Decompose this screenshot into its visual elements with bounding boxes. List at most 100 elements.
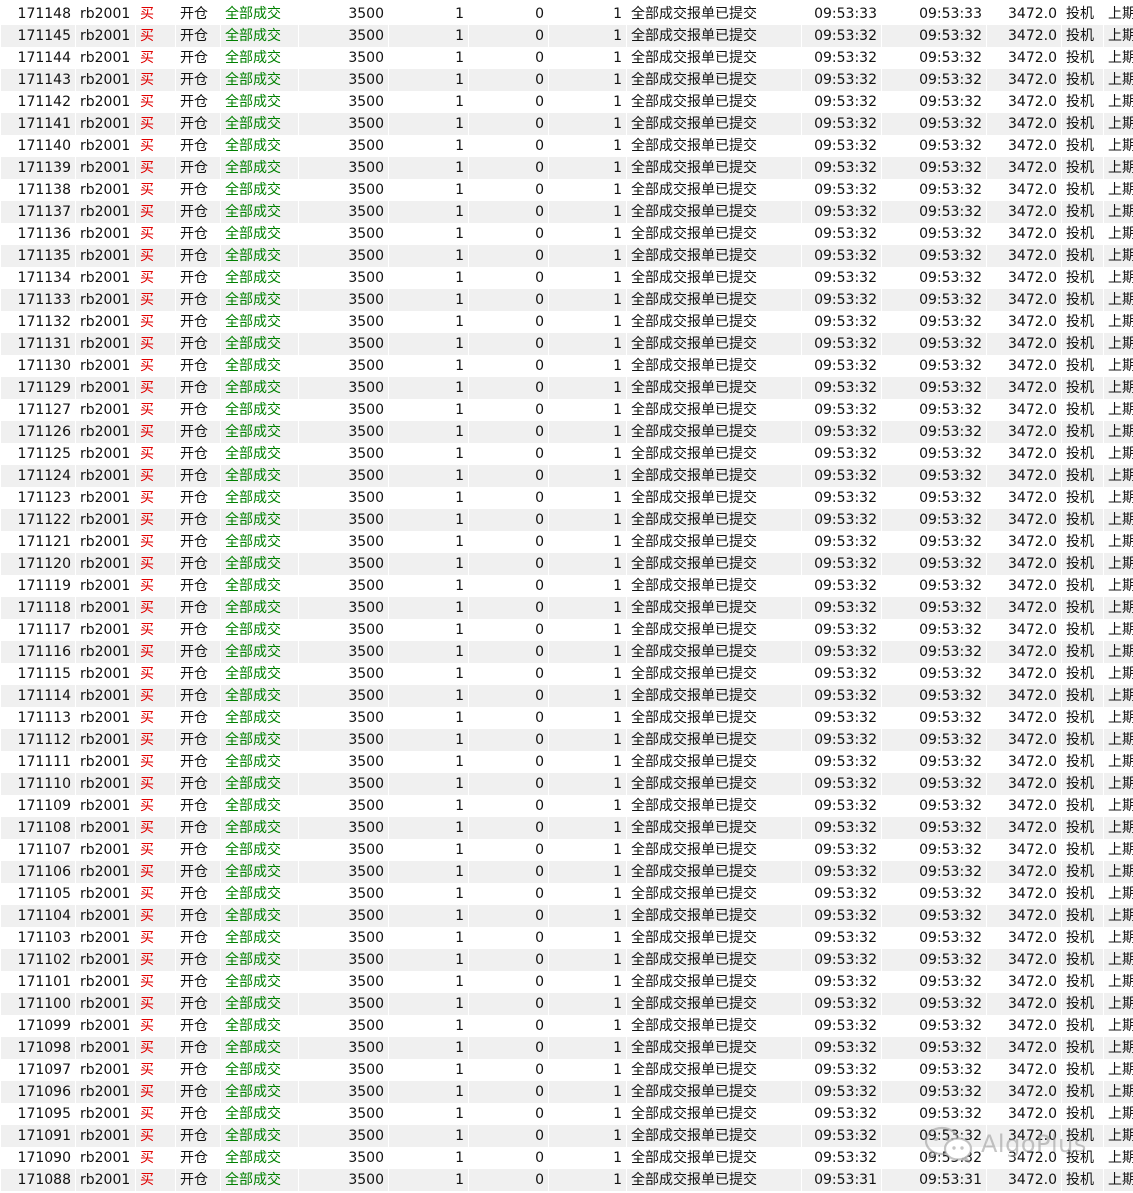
table-row[interactable]: 171104 rb2001 买开仓 全部成交 3500 1 0 1 全部成交报单已提交 09:53… xyxy=(0,905,1133,927)
table-row[interactable]: 171145 rb2001 买开仓 全部成交 3500 1 0 1 全部成交报单已提交 09:53… xyxy=(0,25,1133,47)
remaining-cell: 0 xyxy=(468,1015,549,1037)
table-row[interactable]: 171132 rb2001 买开仓 全部成交 3500 1 0 1 全部成交报单已提交 09:53… xyxy=(0,311,1133,333)
order-id-cell: 171143 xyxy=(0,69,76,91)
table-row[interactable]: 171115 rb2001 买开仓 全部成交 3500 1 0 1 全部成交报单已提交 09:53… xyxy=(0,663,1133,685)
table-row[interactable]: 171136 rb2001 买开仓 全部成交 3500 1 0 1 全部成交报单已提交 09:53… xyxy=(0,223,1133,245)
table-row[interactable]: 171108 rb2001 买开仓 全部成交 3500 1 0 1 全部成交报单已提交 09:53… xyxy=(0,817,1133,839)
table-row[interactable]: 171126 rb2001 买开仓 全部成交 3500 1 0 1 全部成交报单已提交 09:53… xyxy=(0,421,1133,443)
price-cell: 3500 xyxy=(298,553,389,575)
remaining-cell: 0 xyxy=(468,1125,549,1147)
table-row[interactable]: 171091 rb2001 买开仓 全部成交 3500 1 0 1 全部成交报单已提交 09:53… xyxy=(0,1125,1133,1147)
volume-cell: 1 xyxy=(388,619,469,641)
table-row[interactable]: 171141 rb2001 买开仓 全部成交 3500 1 0 1 全部成交报单已提交 09:53… xyxy=(0,113,1133,135)
direction-cell: 买 xyxy=(135,1037,176,1059)
table-row[interactable]: 171123 rb2001 买开仓 全部成交 3500 1 0 1 全部成交报单已提交 09:53… xyxy=(0,487,1133,509)
direction-cell: 买 xyxy=(135,157,176,179)
order-id-cell: 171118 xyxy=(0,597,76,619)
status-cell: 全部成交 xyxy=(220,817,299,839)
filled-cell: 1 xyxy=(548,289,627,311)
table-row[interactable]: 171101 rb2001 买开仓 全部成交 3500 1 0 1 全部成交报单已提交 09:53… xyxy=(0,971,1133,993)
table-row[interactable]: 171131 rb2001 买开仓 全部成交 3500 1 0 1 全部成交报单已提交 09:53… xyxy=(0,333,1133,355)
volume-cell: 1 xyxy=(388,663,469,685)
price-cell: 3500 xyxy=(298,377,389,399)
table-row[interactable]: 171129 rb2001 买开仓 全部成交 3500 1 0 1 全部成交报单已提交 09:53… xyxy=(0,377,1133,399)
table-row[interactable]: 171148 rb2001 买开仓 全部成交 3500 1 0 1 全部成交报单已提交 09:53… xyxy=(0,3,1133,25)
hedge-cell: 投机 xyxy=(1061,949,1104,971)
table-row[interactable]: 171119 rb2001 买开仓 全部成交 3500 1 0 1 全部成交报单已提交 09:53… xyxy=(0,575,1133,597)
table-row[interactable]: 171139 rb2001 买开仓 全部成交 3500 1 0 1 全部成交报单已提交 09:53… xyxy=(0,157,1133,179)
table-row[interactable]: 171117 rb2001 买开仓 全部成交 3500 1 0 1 全部成交报单已提交 09:53… xyxy=(0,619,1133,641)
message-cell: 全部成交报单已提交 xyxy=(626,927,802,949)
filled-cell: 1 xyxy=(548,223,627,245)
table-row[interactable]: 171124 rb2001 买开仓 全部成交 3500 1 0 1 全部成交报单已提交 09:53… xyxy=(0,465,1133,487)
table-row[interactable]: 171135 rb2001 买开仓 全部成交 3500 1 0 1 全部成交报单已提交 09:53… xyxy=(0,245,1133,267)
price-cell: 3500 xyxy=(298,1125,389,1147)
status-cell: 全部成交 xyxy=(220,157,299,179)
remaining-cell: 0 xyxy=(468,113,549,135)
table-row[interactable]: 171125 rb2001 买开仓 全部成交 3500 1 0 1 全部成交报单已提交 09:53… xyxy=(0,443,1133,465)
table-row[interactable]: 171137 rb2001 买开仓 全部成交 3500 1 0 1 全部成交报单已提交 09:53… xyxy=(0,201,1133,223)
table-row[interactable]: 171118 rb2001 买开仓 全部成交 3500 1 0 1 全部成交报单已提交 09:53… xyxy=(0,597,1133,619)
table-row[interactable]: 171088 rb2001 买开仓 全部成交 3500 1 0 1 全部成交报单已提交 09:53… xyxy=(0,1169,1133,1191)
table-row[interactable]: 171097 rb2001 买开仓 全部成交 3500 1 0 1 全部成交报单已提交 09:53… xyxy=(0,1059,1133,1081)
table-row[interactable]: 171140 rb2001 买开仓 全部成交 3500 1 0 1 全部成交报单已提交 09:53… xyxy=(0,135,1133,157)
exchange-cell: 上期所 xyxy=(1103,993,1133,1015)
symbol-cell: rb2001 xyxy=(75,839,136,861)
direction-cell: 买 xyxy=(135,597,176,619)
trade-time-cell: 09:53:32 xyxy=(881,751,987,773)
table-row[interactable]: 171142 rb2001 买开仓 全部成交 3500 1 0 1 全部成交报单已提交 09:53… xyxy=(0,91,1133,113)
table-row[interactable]: 171096 rb2001 买开仓 全部成交 3500 1 0 1 全部成交报单已提交 09:53… xyxy=(0,1081,1133,1103)
offset-cell: 开仓 xyxy=(175,1147,221,1169)
table-row[interactable]: 171098 rb2001 买开仓 全部成交 3500 1 0 1 全部成交报单已提交 09:53… xyxy=(0,1037,1133,1059)
filled-cell: 1 xyxy=(548,751,627,773)
offset-cell: 开仓 xyxy=(175,465,221,487)
exchange-cell: 上期所 xyxy=(1103,69,1133,91)
message-cell: 全部成交报单已提交 xyxy=(626,795,802,817)
table-row[interactable]: 171110 rb2001 买开仓 全部成交 3500 1 0 1 全部成交报单已提交 09:53… xyxy=(0,773,1133,795)
table-row[interactable]: 171109 rb2001 买开仓 全部成交 3500 1 0 1 全部成交报单已提交 09:53… xyxy=(0,795,1133,817)
table-row[interactable]: 171120 rb2001 买开仓 全部成交 3500 1 0 1 全部成交报单已提交 09:53… xyxy=(0,553,1133,575)
filled-cell: 1 xyxy=(548,575,627,597)
table-row[interactable]: 171090 rb2001 买开仓 全部成交 3500 1 0 1 全部成交报单已提交 09:53… xyxy=(0,1147,1133,1169)
exchange-cell: 上期所 xyxy=(1103,355,1133,377)
status-cell: 全部成交 xyxy=(220,47,299,69)
table-row[interactable]: 171134 rb2001 买开仓 全部成交 3500 1 0 1 全部成交报单已提交 09:53… xyxy=(0,267,1133,289)
message-cell: 全部成交报单已提交 xyxy=(626,1059,802,1081)
table-row[interactable]: 171111 rb2001 买开仓 全部成交 3500 1 0 1 全部成交报单已提交 09:53… xyxy=(0,751,1133,773)
status-cell: 全部成交 xyxy=(220,575,299,597)
order-time-cell: 09:53:32 xyxy=(801,795,882,817)
remaining-cell: 0 xyxy=(468,399,549,421)
table-row[interactable]: 171099 rb2001 买开仓 全部成交 3500 1 0 1 全部成交报单已提交 09:53… xyxy=(0,1015,1133,1037)
status-cell: 全部成交 xyxy=(220,25,299,47)
direction-cell: 买 xyxy=(135,861,176,883)
table-row[interactable]: 171103 rb2001 买开仓 全部成交 3500 1 0 1 全部成交报单已提交 09:53… xyxy=(0,927,1133,949)
table-row[interactable]: 171114 rb2001 买开仓 全部成交 3500 1 0 1 全部成交报单已提交 09:53… xyxy=(0,685,1133,707)
exchange-cell: 上期所 xyxy=(1103,597,1133,619)
table-row[interactable]: 171105 rb2001 买开仓 全部成交 3500 1 0 1 全部成交报单已提交 09:53… xyxy=(0,883,1133,905)
table-row[interactable]: 171127 rb2001 买开仓 全部成交 3500 1 0 1 全部成交报单已提交 09:53… xyxy=(0,399,1133,421)
order-time-cell: 09:53:32 xyxy=(801,1037,882,1059)
offset-cell: 开仓 xyxy=(175,91,221,113)
table-row[interactable]: 171130 rb2001 买开仓 全部成交 3500 1 0 1 全部成交报单已提交 09:53… xyxy=(0,355,1133,377)
hedge-cell: 投机 xyxy=(1061,817,1104,839)
table-row[interactable]: 171106 rb2001 买开仓 全部成交 3500 1 0 1 全部成交报单已提交 09:53… xyxy=(0,861,1133,883)
table-row[interactable]: 171133 rb2001 买开仓 全部成交 3500 1 0 1 全部成交报单已提交 09:53… xyxy=(0,289,1133,311)
table-row[interactable]: 171138 rb2001 买开仓 全部成交 3500 1 0 1 全部成交报单已提交 09:53… xyxy=(0,179,1133,201)
exchange-cell: 上期所 xyxy=(1103,377,1133,399)
table-row[interactable]: 171113 rb2001 买开仓 全部成交 3500 1 0 1 全部成交报单已提交 09:53… xyxy=(0,707,1133,729)
remaining-cell: 0 xyxy=(468,729,549,751)
table-row[interactable]: 171100 rb2001 买开仓 全部成交 3500 1 0 1 全部成交报单已提交 09:53… xyxy=(0,993,1133,1015)
table-row[interactable]: 171107 rb2001 买开仓 全部成交 3500 1 0 1 全部成交报单已提交 09:53… xyxy=(0,839,1133,861)
table-row[interactable]: 171121 rb2001 买开仓 全部成交 3500 1 0 1 全部成交报单已提交 09:53… xyxy=(0,531,1133,553)
price-cell: 3500 xyxy=(298,47,389,69)
table-row[interactable]: 171095 rb2001 买开仓 全部成交 3500 1 0 1 全部成交报单已提交 09:53… xyxy=(0,1103,1133,1125)
table-row[interactable]: 171112 rb2001 买开仓 全部成交 3500 1 0 1 全部成交报单已提交 09:53… xyxy=(0,729,1133,751)
table-row[interactable]: 171122 rb2001 买开仓 全部成交 3500 1 0 1 全部成交报单已提交 09:53… xyxy=(0,509,1133,531)
table-row[interactable]: 171102 rb2001 买开仓 全部成交 3500 1 0 1 全部成交报单已提交 09:53… xyxy=(0,949,1133,971)
order-id-cell: 171135 xyxy=(0,245,76,267)
trade-time-cell: 09:53:32 xyxy=(881,795,987,817)
table-row[interactable]: 171143 rb2001 买开仓 全部成交 3500 1 0 1 全部成交报单已提交 09:53… xyxy=(0,69,1133,91)
table-row[interactable]: 171116 rb2001 买开仓 全部成交 3500 1 0 1 全部成交报单已提交 09:53… xyxy=(0,641,1133,663)
message-cell: 全部成交报单已提交 xyxy=(626,597,802,619)
table-row[interactable]: 171144 rb2001 买开仓 全部成交 3500 1 0 1 全部成交报单已提交 09:53… xyxy=(0,47,1133,69)
